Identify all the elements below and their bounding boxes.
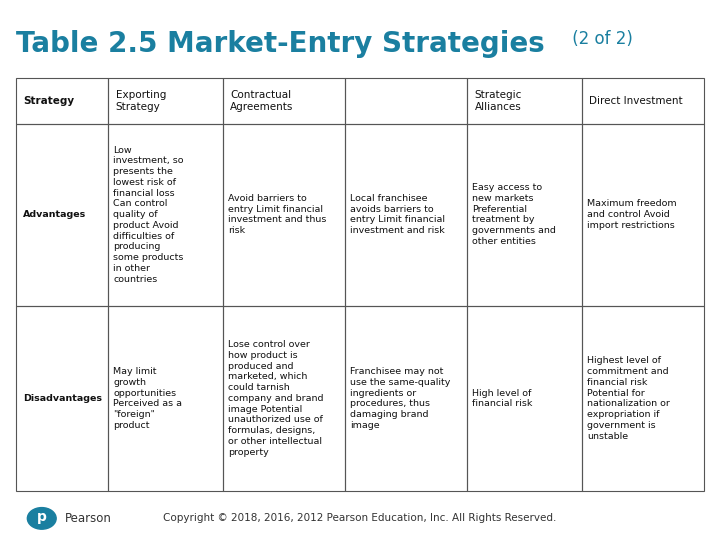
Text: Franchisee may not
use the same-quality
ingredients or
procedures, thus
damaging: Franchisee may not use the same-quality … xyxy=(350,367,451,430)
Bar xyxy=(345,78,467,124)
Text: Maximum freedom
and control Avoid
import restrictions: Maximum freedom and control Avoid import… xyxy=(587,199,677,230)
Bar xyxy=(467,124,582,306)
Bar xyxy=(108,306,223,491)
Text: Easy access to
new markets
Preferential
treatment by
governments and
other entit: Easy access to new markets Preferential … xyxy=(472,183,557,246)
Text: Exporting
Strategy: Exporting Strategy xyxy=(115,90,166,112)
Bar xyxy=(223,78,345,124)
Bar xyxy=(16,78,108,124)
Bar xyxy=(345,306,467,491)
Text: Table 2.5 Market-Entry Strategies: Table 2.5 Market-Entry Strategies xyxy=(16,30,544,58)
Bar xyxy=(223,306,345,491)
Text: Highest level of
commitment and
financial risk
Potential for
nationalization or
: Highest level of commitment and financia… xyxy=(587,356,670,441)
Bar xyxy=(16,306,108,491)
Bar xyxy=(467,306,582,491)
Bar xyxy=(223,124,345,306)
Text: Pearson: Pearson xyxy=(65,512,112,525)
Text: (2 of 2): (2 of 2) xyxy=(567,30,632,48)
Text: Local franchisee
avoids barriers to
entry Limit financial
investment and risk: Local franchisee avoids barriers to entr… xyxy=(350,194,445,235)
Text: Copyright © 2018, 2016, 2012 Pearson Education, Inc. All Rights Reserved.: Copyright © 2018, 2016, 2012 Pearson Edu… xyxy=(163,514,557,523)
Text: Strategy: Strategy xyxy=(23,96,74,106)
Text: Strategic
Alliances: Strategic Alliances xyxy=(474,90,522,112)
Text: Contractual
Agreements: Contractual Agreements xyxy=(230,90,294,112)
Text: Low
investment, so
presents the
lowest risk of
financial loss
Can control
qualit: Low investment, so presents the lowest r… xyxy=(113,146,184,284)
Bar xyxy=(345,124,467,306)
Bar xyxy=(582,306,704,491)
Bar xyxy=(16,124,108,306)
Text: p: p xyxy=(37,510,47,524)
Text: High level of
financial risk: High level of financial risk xyxy=(472,389,533,408)
Text: May limit
growth
opportunities
Perceived as a
"foreign"
product: May limit growth opportunities Perceived… xyxy=(113,367,182,430)
Bar xyxy=(108,124,223,306)
Circle shape xyxy=(27,508,56,529)
Text: Lose control over
how product is
produced and
marketed, which
could tarnish
comp: Lose control over how product is produce… xyxy=(228,340,323,457)
Bar xyxy=(108,78,223,124)
Text: Direct Investment: Direct Investment xyxy=(589,96,683,106)
Text: Disadvantages: Disadvantages xyxy=(23,394,102,403)
Bar xyxy=(582,124,704,306)
Bar xyxy=(582,78,704,124)
Text: Avoid barriers to
entry Limit financial
investment and thus
risk: Avoid barriers to entry Limit financial … xyxy=(228,194,326,235)
Bar xyxy=(467,78,582,124)
Text: Advantages: Advantages xyxy=(23,210,86,219)
